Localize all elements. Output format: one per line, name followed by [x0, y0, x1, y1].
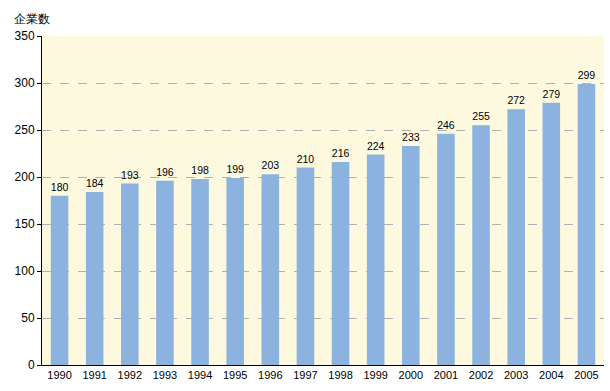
svg-text:184: 184 — [86, 177, 104, 189]
svg-text:1996: 1996 — [258, 369, 282, 381]
svg-text:企業数: 企業数 — [14, 12, 50, 26]
svg-text:50: 50 — [21, 311, 35, 325]
svg-text:350: 350 — [15, 29, 35, 43]
svg-text:203: 203 — [262, 159, 280, 171]
svg-text:1992: 1992 — [118, 369, 142, 381]
svg-text:233: 233 — [402, 131, 420, 143]
svg-text:100: 100 — [15, 264, 35, 278]
svg-text:1993: 1993 — [153, 369, 177, 381]
svg-text:193: 193 — [121, 169, 139, 181]
svg-text:272: 272 — [507, 94, 525, 106]
svg-text:1991: 1991 — [82, 369, 106, 381]
svg-text:300: 300 — [15, 76, 35, 90]
svg-text:279: 279 — [543, 88, 561, 100]
svg-text:1997: 1997 — [293, 369, 317, 381]
svg-text:255: 255 — [472, 110, 490, 122]
svg-text:1995: 1995 — [223, 369, 247, 381]
svg-text:198: 198 — [191, 164, 209, 176]
svg-text:246: 246 — [437, 119, 455, 131]
svg-text:2005: 2005 — [574, 369, 598, 381]
svg-text:2002: 2002 — [469, 369, 493, 381]
svg-text:1994: 1994 — [188, 369, 212, 381]
svg-text:2003: 2003 — [504, 369, 528, 381]
svg-text:2000: 2000 — [399, 369, 423, 381]
svg-text:1998: 1998 — [328, 369, 352, 381]
svg-text:2004: 2004 — [539, 369, 563, 381]
svg-text:196: 196 — [156, 166, 174, 178]
svg-text:200: 200 — [15, 170, 35, 184]
svg-text:1999: 1999 — [363, 369, 387, 381]
svg-text:199: 199 — [226, 163, 244, 175]
svg-text:1990: 1990 — [47, 369, 71, 381]
svg-text:210: 210 — [297, 153, 315, 165]
svg-text:2001: 2001 — [434, 369, 458, 381]
svg-text:0: 0 — [28, 358, 35, 372]
svg-text:216: 216 — [332, 147, 350, 159]
svg-text:299: 299 — [578, 69, 596, 81]
svg-text:250: 250 — [15, 123, 35, 137]
svg-text:180: 180 — [51, 181, 69, 193]
svg-text:224: 224 — [367, 140, 385, 152]
svg-text:150: 150 — [15, 217, 35, 231]
